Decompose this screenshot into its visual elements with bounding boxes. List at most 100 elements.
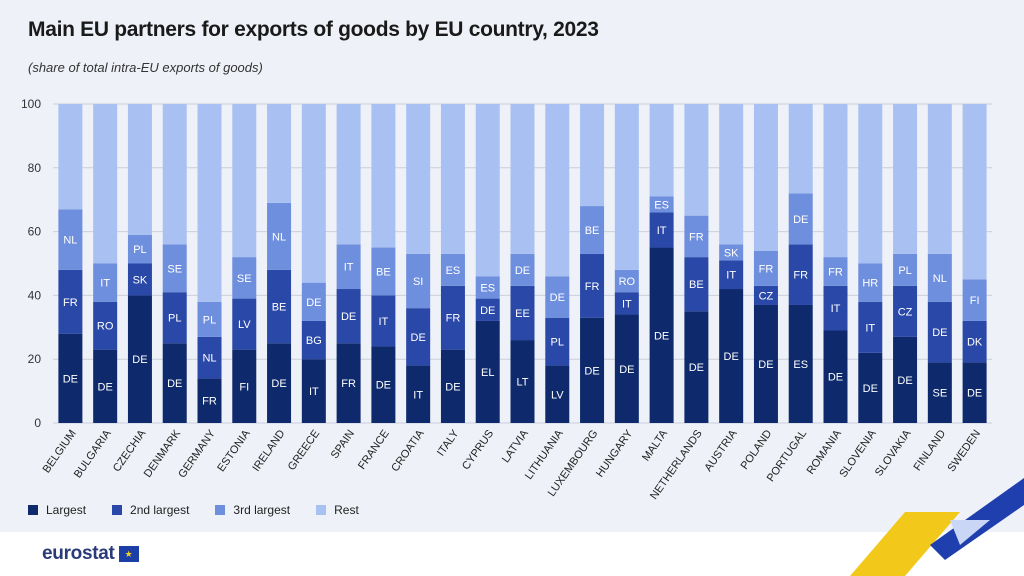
- segment-label-italy-0: DE: [445, 381, 460, 393]
- bar-belgium-largest: [58, 333, 83, 423]
- bar-lithuania-rest: [545, 104, 570, 277]
- bar-estonia-largest: [232, 349, 257, 423]
- bar-latvia-2nd-largest: [510, 285, 535, 341]
- bar-croatia-largest: [406, 365, 431, 423]
- bar-denmark-rest: [162, 104, 187, 245]
- segment-label-czechia-1: SK: [133, 274, 148, 286]
- segment-label-italy-2: ES: [446, 265, 461, 277]
- segment-label-estonia-1: LV: [238, 319, 251, 331]
- segment-label-france-2: BE: [376, 266, 391, 278]
- bar-croatia-rest: [406, 104, 431, 254]
- bar-cyprus-2nd-largest: [475, 298, 500, 321]
- bar-romania-largest: [823, 330, 848, 423]
- bar-slovenia-largest: [858, 352, 883, 423]
- bar-luxembourg-3rd-largest: [580, 206, 605, 254]
- bar-bulgaria-3rd-largest: [93, 263, 118, 302]
- segment-label-finland-1: DE: [932, 327, 947, 339]
- bar-estonia-rest: [232, 104, 257, 258]
- x-tick-label-austria: AUSTRIA: [702, 427, 740, 473]
- segment-label-portugal-2: DE: [793, 214, 808, 226]
- segment-label-denmark-0: DE: [167, 378, 182, 390]
- segment-label-greece-2: DE: [306, 297, 321, 309]
- bar-italy-rest: [440, 104, 465, 254]
- bar-belgium-rest: [58, 104, 83, 210]
- x-tick-label-cyprus: CYPRUS: [460, 428, 496, 472]
- bar-malta-rest: [649, 104, 674, 197]
- bar-portugal-rest: [788, 104, 813, 194]
- bar-germany-rest: [197, 104, 222, 302]
- bar-portugal-2nd-largest: [788, 244, 813, 305]
- segment-label-netherlands-1: BE: [689, 279, 704, 291]
- segment-label-italy-1: FR: [446, 313, 461, 325]
- bar-greece-2nd-largest: [301, 320, 326, 360]
- bar-luxembourg-2nd-largest: [580, 253, 605, 318]
- bar-austria-3rd-largest: [719, 244, 744, 261]
- bar-germany-3rd-largest: [197, 301, 222, 337]
- bar-poland-3rd-largest: [753, 250, 778, 286]
- segment-label-belgium-2: NL: [63, 235, 77, 247]
- bar-croatia-3rd-largest: [406, 253, 431, 309]
- bar-hungary-2nd-largest: [614, 292, 639, 315]
- eurostat-logo[interactable]: eurostat ★: [42, 543, 139, 565]
- segment-label-denmark-1: PL: [168, 313, 181, 325]
- segment-label-croatia-1: DE: [411, 332, 426, 344]
- segment-label-latvia-1: EE: [515, 308, 530, 320]
- segment-label-spain-1: DE: [341, 311, 356, 323]
- segment-label-austria-1: IT: [726, 270, 736, 282]
- bar-czechia-largest: [127, 295, 152, 423]
- bar-austria-2nd-largest: [719, 260, 744, 290]
- x-tick-label-romania: ROMANIA: [805, 427, 845, 476]
- bar-slovenia-2nd-largest: [858, 301, 883, 353]
- bar-cyprus-rest: [475, 104, 500, 277]
- bar-luxembourg-rest: [580, 104, 605, 207]
- bar-ireland-2nd-largest: [267, 269, 292, 344]
- bar-malta-largest: [649, 247, 674, 423]
- bar-greece-3rd-largest: [301, 282, 326, 321]
- bar-greece-largest: [301, 359, 326, 423]
- segment-label-estonia-0: FI: [239, 381, 249, 393]
- x-tick-label-sweden: SWEDEN: [946, 428, 984, 474]
- segment-label-luxembourg-2: BE: [585, 225, 600, 237]
- bar-bulgaria-largest: [93, 349, 118, 423]
- segment-label-sweden-2: FI: [970, 295, 980, 307]
- bar-slovenia-rest: [858, 104, 883, 264]
- x-tick-label-hungary: HUNGARY: [594, 427, 636, 479]
- x-tick-label-france: FRANCE: [356, 428, 392, 472]
- bar-slovenia-3rd-largest: [858, 263, 883, 302]
- bar-cyprus-3rd-largest: [475, 276, 500, 299]
- segment-label-estonia-2: SE: [237, 273, 252, 285]
- x-tick-label-latvia: LATVIA: [500, 427, 531, 465]
- bar-lithuania-largest: [545, 365, 570, 423]
- segment-label-malta-2: ES: [654, 199, 669, 211]
- bar-france-2nd-largest: [371, 295, 396, 347]
- segment-label-netherlands-2: FR: [689, 231, 704, 243]
- legend-label-third: 3rd largest: [233, 503, 291, 517]
- bar-sweden-3rd-largest: [962, 279, 987, 321]
- stacked-bar-chart: 020406080100DEFRNLBELGIUMDEROITBULGARIAD…: [21, 97, 992, 500]
- legend-item-largest: Largest: [28, 503, 86, 517]
- segment-label-ireland-1: BE: [272, 302, 287, 314]
- segment-label-romania-0: DE: [828, 372, 843, 384]
- bar-czechia-3rd-largest: [127, 234, 152, 264]
- legend-item-second: 2nd largest: [112, 503, 189, 517]
- bar-latvia-rest: [510, 104, 535, 254]
- segment-label-luxembourg-1: FR: [585, 281, 600, 293]
- bar-sweden-2nd-largest: [962, 320, 987, 363]
- segment-label-ireland-0: DE: [271, 378, 286, 390]
- chart-title: Main EU partners for exports of goods by…: [28, 18, 599, 41]
- y-tick-label-40: 40: [28, 288, 42, 302]
- segment-label-cyprus-2: ES: [480, 282, 495, 294]
- segment-label-belgium-0: DE: [63, 373, 78, 385]
- segment-label-slovenia-2: HR: [862, 278, 878, 290]
- bar-cyprus-largest: [475, 320, 500, 423]
- legend-item-third: 3rd largest: [215, 503, 290, 517]
- bar-slovakia-2nd-largest: [893, 285, 918, 337]
- bar-finland-3rd-largest: [927, 253, 952, 302]
- segment-label-slovenia-1: IT: [865, 322, 875, 334]
- bar-germany-largest: [197, 378, 222, 423]
- bar-poland-largest: [753, 304, 778, 423]
- segment-label-greece-1: BG: [306, 335, 322, 347]
- bar-spain-largest: [336, 343, 361, 423]
- bar-croatia-2nd-largest: [406, 308, 431, 366]
- x-tick-label-malta: MALTA: [640, 427, 670, 463]
